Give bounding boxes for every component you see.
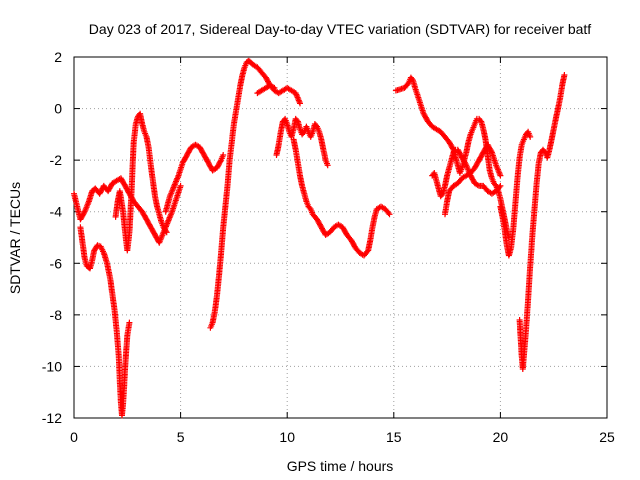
data-point [386,211,393,218]
y-tick-label: -12 [42,410,62,426]
data-point [497,182,504,189]
data-point [527,133,534,140]
data-point [220,152,227,158]
x-tick-label: 25 [599,429,615,445]
y-tick-label: 2 [54,49,62,65]
y-tick-label: -10 [42,358,62,374]
y-tick-labels: -12 -10 -8 -6 -4 -2 0 2 [42,49,62,426]
data-point [324,162,331,169]
ticks [73,56,608,419]
data-point [496,184,503,191]
data-point [561,72,568,78]
data-point [177,182,184,189]
y-tick-label: 0 [54,101,62,117]
y-tick-label: -6 [50,255,63,271]
y-tick-label: -2 [50,152,63,168]
x-tick-label: 5 [177,429,185,445]
y-tick-label: -8 [50,307,63,323]
x-tick-label: 0 [70,429,78,445]
data-point [462,161,469,167]
data-points [71,57,568,419]
data-point [364,248,371,255]
data-point [297,100,303,107]
data-point [162,228,169,235]
data-point [497,172,504,179]
data-point [488,148,495,155]
y-tick-label: -4 [50,204,63,220]
x-axis-label: GPS time / hours [287,458,394,474]
data-point [385,210,392,216]
x-tick-label: 10 [279,429,295,445]
data-point [271,84,278,91]
data-point [163,229,170,236]
data-point [126,319,133,326]
plot-frame [73,56,608,419]
x-tick-labels: 0 5 10 15 20 25 [70,429,615,445]
x-tick-label: 20 [493,429,509,445]
chart-title: Day 023 of 2017, Sidereal Day-to-day VTE… [89,21,592,37]
y-axis-label: SDTVAR / TECUs [7,182,23,294]
data-point [306,204,313,211]
x-tick-label: 15 [386,429,402,445]
